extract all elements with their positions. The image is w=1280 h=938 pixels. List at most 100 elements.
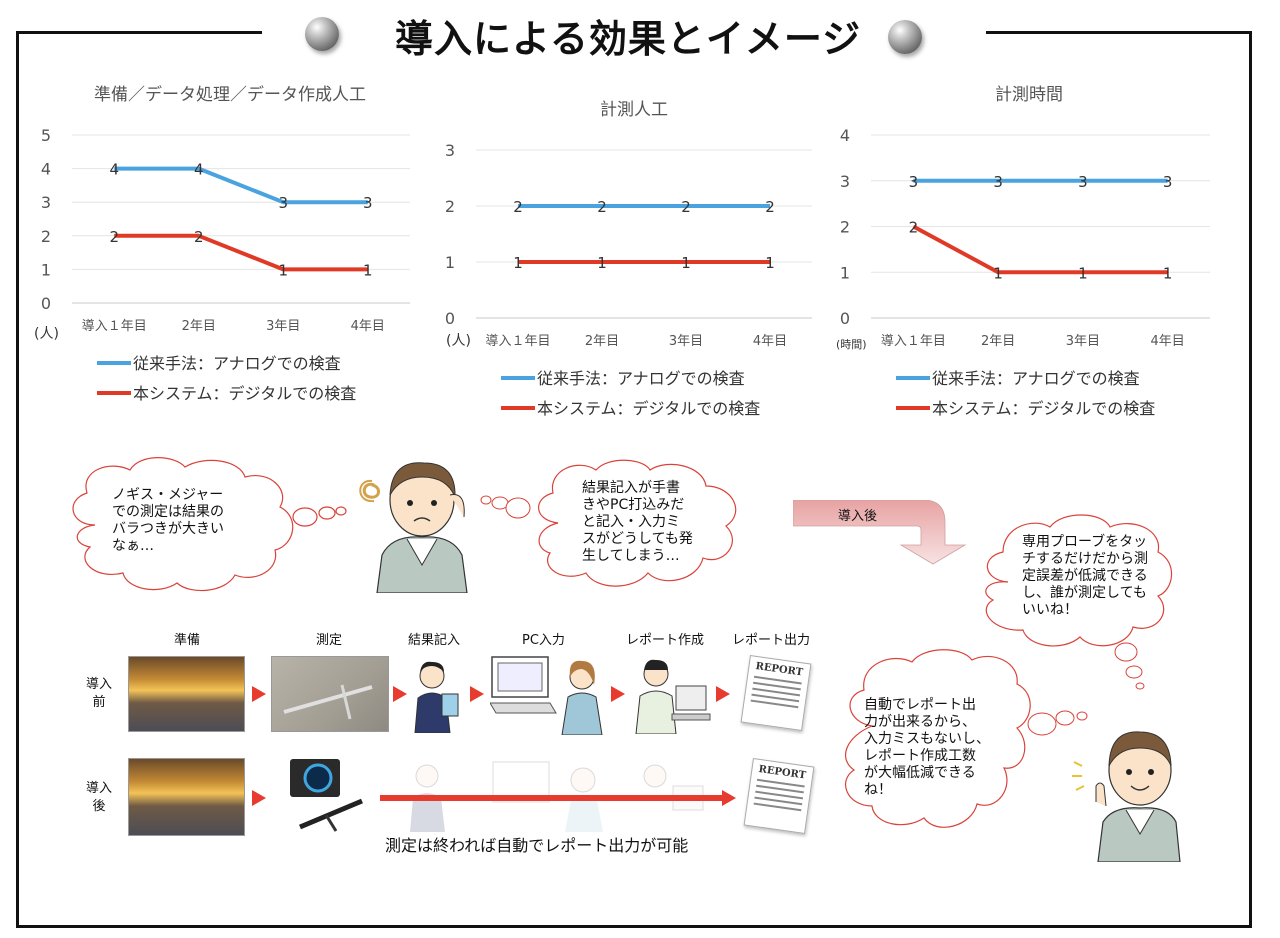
legend-label: 従来手法：アナログでの検査: [932, 369, 1140, 388]
bubble-2-line: 生してしまう…: [582, 548, 680, 564]
y-tick-label: 1: [840, 263, 850, 282]
x-tick-label: 2年目: [585, 334, 619, 349]
x-tick-label: 3年目: [1066, 334, 1100, 349]
y-tick-label: 0: [41, 294, 51, 313]
bubble-2-line: スがどうしても発: [582, 531, 693, 547]
thought-bubble-2: [480, 459, 737, 587]
legend-label: 従来手法：アナログでの検査: [537, 369, 745, 388]
x-tick-label: 2年目: [981, 334, 1015, 349]
phase-after-label: 導入 後: [84, 780, 114, 816]
step-label-measure: 測定: [316, 633, 343, 648]
flow-arrow-icon: [716, 686, 730, 702]
bubble-2-line: と記入・入力ミ: [582, 514, 680, 530]
y-tick-label: 4: [41, 160, 51, 179]
bubble-2-text: 結果記入が手書 きやPC打込みだ と記入・入力ミ スがどうしても発 生してしまう…: [582, 480, 693, 565]
data-label: 3: [278, 194, 288, 212]
phase-before-line: 前: [92, 695, 106, 710]
x-tick-label: 2年目: [182, 319, 216, 334]
flow-arrow-icon: [393, 686, 407, 702]
bubble-3-line: チするだけだから測: [1022, 551, 1148, 567]
y-tick-label: 2: [445, 197, 455, 216]
y-tick-label: 2: [41, 227, 51, 246]
step-label-report-create: レポート作成: [626, 633, 705, 648]
x-tick-label: 3年目: [669, 334, 703, 349]
y-tick-label: 3: [840, 172, 850, 191]
after-introduction-label: 導入後: [838, 509, 878, 524]
worried-worker-illustration: [359, 462, 468, 593]
series-line: [114, 166, 368, 205]
y-unit-label: (時間): [836, 338, 867, 351]
report-document-icon: REPORT: [740, 655, 812, 731]
writing-worker-icon: [414, 661, 459, 733]
title-left-ball-icon: [305, 17, 339, 51]
step-label-pc-input: PC入力: [522, 633, 565, 648]
x-tick-label: 4年目: [753, 334, 787, 349]
auto-report-arrow-icon: [722, 790, 736, 806]
bubble-1-text: ノギス・メジャー での測定は結果の バラつきが大きい なぁ…: [112, 487, 224, 555]
data-label: 3: [1163, 173, 1173, 191]
phase-before-line: 導入: [85, 677, 112, 692]
data-label: 3: [909, 173, 919, 191]
bubble-1-line: なぁ…: [112, 538, 154, 554]
x-tick-label: 3年目: [266, 319, 300, 334]
phase-before-label: 導入 前: [84, 676, 114, 712]
caliper-icon: [283, 684, 373, 720]
step-label-report-output: レポート出力: [732, 633, 811, 648]
data-label: 2: [513, 198, 523, 216]
bubble-4-line: 入力ミスもないし、: [864, 731, 990, 747]
data-label: 1: [765, 254, 775, 272]
step-label-record: 結果記入: [408, 633, 461, 648]
data-label: 1: [597, 254, 607, 272]
bubble-1-line: ノギス・メジャー: [112, 487, 224, 503]
pc-input-worker-icon: [490, 656, 603, 735]
y-tick-label: 3: [41, 193, 51, 212]
y-tick-label: 0: [840, 309, 850, 328]
data-label: 2: [681, 198, 691, 216]
report-document-icon-after: REPORT: [743, 758, 815, 834]
y-tick-label: 1: [445, 253, 455, 272]
data-label: 2: [765, 198, 775, 216]
bubble-4-line: が大幅低減できる: [864, 765, 976, 781]
bubble-1-line: での測定は結果の: [112, 504, 224, 520]
chart-title: 計測人工: [600, 100, 668, 120]
data-label: 4: [109, 161, 119, 179]
thought-bubble-3: [985, 514, 1173, 690]
legend-label: 本システム：デジタルでの検査: [932, 399, 1155, 418]
flow-arrow-icon: [252, 686, 266, 702]
y-tick-label: 3: [445, 141, 455, 160]
x-tick-label: 導入１年目: [82, 319, 147, 334]
legend-label: 本システム：デジタルでの検査: [133, 384, 356, 403]
after-introduction-arrow: [793, 500, 967, 565]
title-right-ball-icon: [888, 20, 922, 54]
bubble-4-line: レポート作成工数: [864, 748, 976, 764]
crane-factory-photo-after: [128, 758, 245, 836]
chart-title: 準備／データ処理／データ作成人工: [94, 84, 366, 105]
caliper-photo: [271, 656, 389, 732]
y-tick-label: 2: [840, 218, 850, 237]
data-label: 1: [278, 261, 288, 279]
legend-label: 従来手法：アナログでの検査: [133, 354, 341, 373]
data-label: 2: [194, 228, 204, 246]
phase-after-line: 後: [92, 799, 106, 814]
flow-arrow-icon: [470, 686, 484, 702]
thought-bubble-1: [72, 457, 347, 592]
crane-factory-photo: [128, 656, 245, 732]
legend-label: 本システム：デジタルでの検査: [537, 399, 760, 418]
title-mask: [262, 20, 986, 44]
y-tick-label: 1: [41, 260, 51, 279]
auto-report-arrow-shaft: [380, 795, 725, 801]
bubble-3-text: 専用プローブをタッ チするだけだから測 定誤差が低減できる し、誰が測定しても …: [1022, 534, 1148, 619]
chart-title: 計測時間: [995, 85, 1063, 105]
y-unit-label: (人): [446, 333, 471, 349]
y-unit-label: (人): [34, 326, 59, 342]
series-line: [114, 233, 368, 272]
series-line: [912, 224, 1168, 275]
data-label: 2: [909, 219, 919, 237]
happy-worker-illustration: [1072, 731, 1181, 862]
data-label: 1: [681, 254, 691, 272]
page-title: 導入による効果とイメージ: [395, 17, 862, 61]
bubble-4-text: 自動でレポート出 力が出来るから、 入力ミスもないし、 レポート作成工数 が大幅…: [864, 697, 990, 799]
y-tick-label: 0: [445, 309, 455, 328]
bubble-3-line: 専用プローブをタッ: [1022, 534, 1148, 550]
x-tick-label: 導入１年目: [485, 334, 550, 349]
